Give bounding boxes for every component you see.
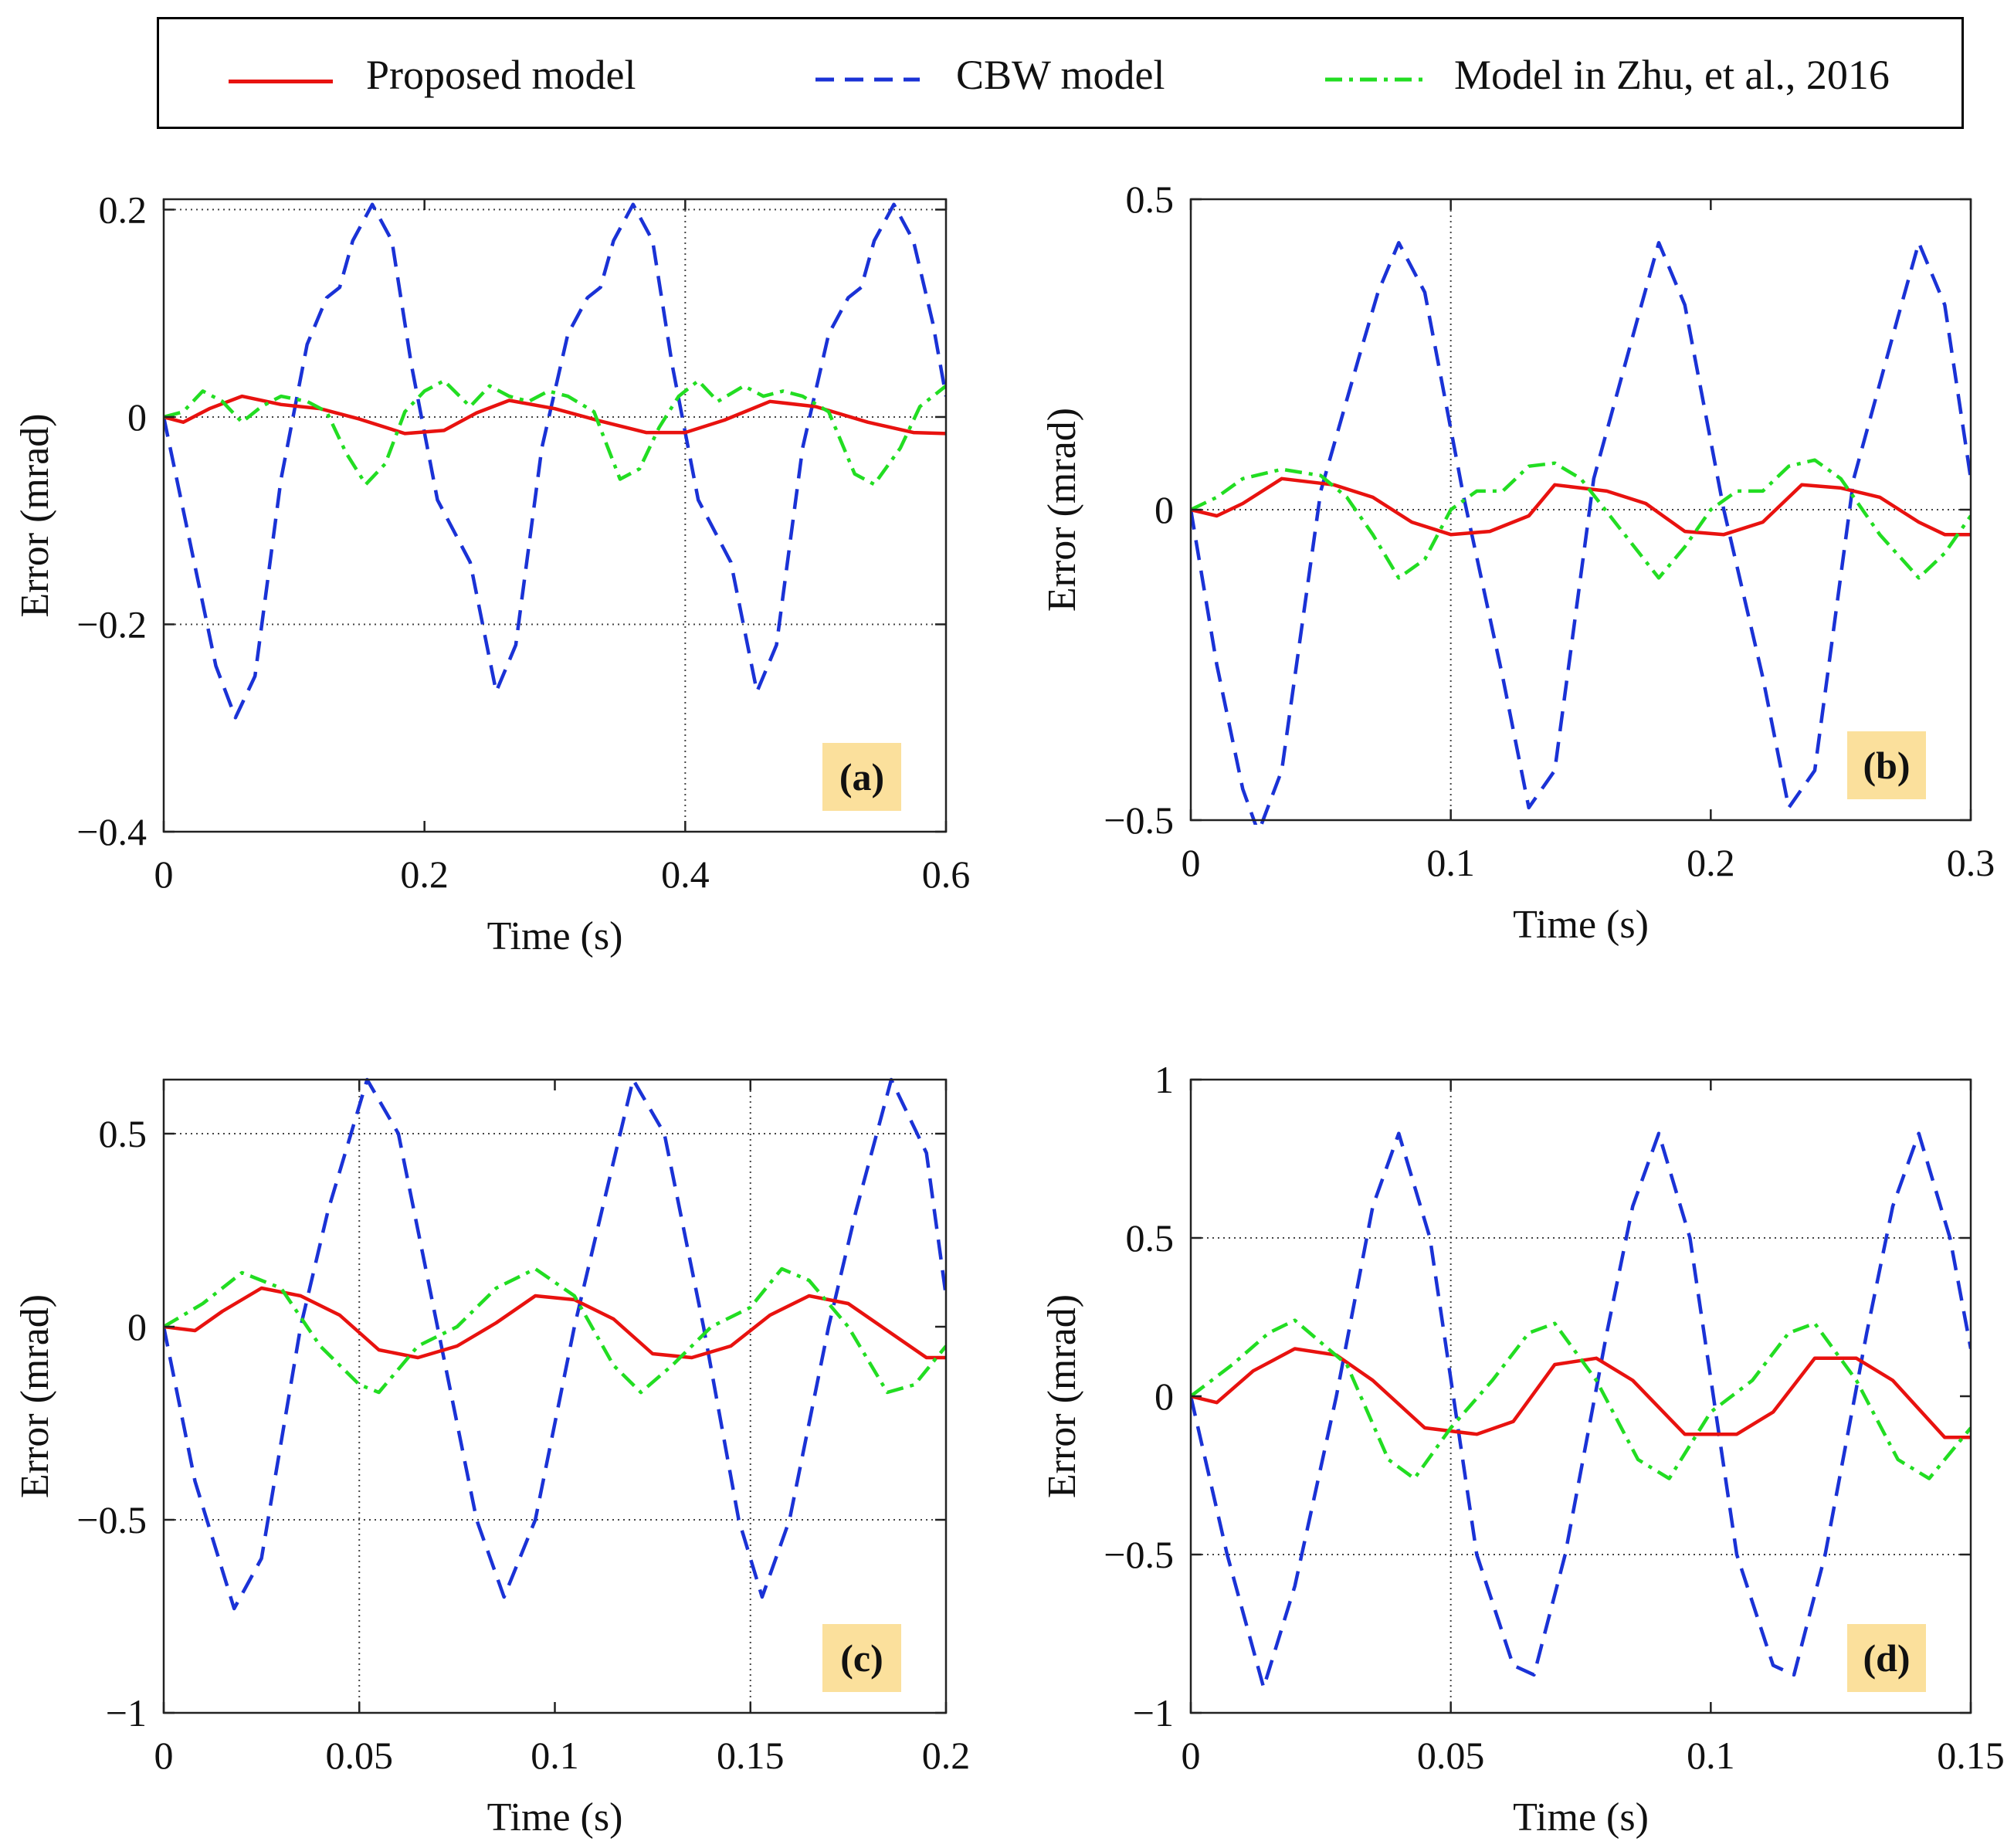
legend-label-proposed: Proposed model: [366, 52, 636, 98]
legend-label-zhu: Model in Zhu, et al., 2016: [1454, 52, 1890, 98]
legend: Proposed model CBW model Model in Zhu, e…: [157, 17, 1964, 129]
panel-badge: [1847, 1624, 1926, 1692]
x-axis-label: Time (s): [1513, 1795, 1649, 1840]
chart-panel-d: 0 0.05 0.1 0.15 −1 −0.5 0 0.5 1 Time (s) Error (mr…: [1040, 1058, 2005, 1840]
panel-badge: [822, 1624, 901, 1692]
chart-panel-c: 0 0.05 0.1 0.15 0.2 −1 −0.5 0 0.5 Time (s) Error (…: [13, 1077, 971, 1840]
plot-area: [164, 1077, 946, 1611]
y-tick-label: −1: [1133, 1691, 1174, 1734]
y-axis-label: Error (mrad): [13, 413, 57, 617]
series-line-0: [1191, 1131, 1971, 1690]
series-line-2: [1191, 1318, 1971, 1480]
series-line-2: [1191, 458, 1971, 580]
plot-area: [1191, 241, 1971, 825]
x-tick-label: 0: [1182, 1734, 1201, 1777]
legend-swatch-proposed: [229, 80, 333, 83]
x-axis-label: Time (s): [1513, 903, 1649, 947]
x-axis-label: Time (s): [487, 914, 623, 958]
legend-swatch-cbw: [815, 77, 920, 82]
panel-badge: [822, 743, 901, 811]
panel-label: (c): [840, 1636, 883, 1680]
y-tick-label: 0.5: [99, 1112, 147, 1155]
panel-label: (a): [839, 755, 884, 799]
x-tick-label: 0.05: [1417, 1734, 1485, 1777]
x-tick-label: 0.05: [326, 1734, 394, 1777]
y-tick-label: 0.5: [1126, 178, 1175, 221]
x-tick-label: 0: [154, 853, 174, 896]
y-axis-label: Error (mrad): [1040, 408, 1084, 612]
series-line-1: [1191, 476, 1971, 537]
y-axis-label: Error (mrad): [1040, 1294, 1084, 1498]
legend-label-cbw: CBW model: [956, 52, 1165, 98]
series-line-1: [164, 394, 946, 436]
y-tick-label: −0.5: [76, 1498, 147, 1541]
y-tick-label: 0.5: [1126, 1216, 1175, 1260]
chart-panel-a: 0 0.2 0.4 0.6 −0.4 −0.2 0 0.2 Time (s) Error (mra…: [13, 188, 971, 958]
x-tick-label: 0.2: [922, 1734, 971, 1777]
series-line-0: [164, 202, 946, 720]
panel-badge: [1847, 731, 1926, 799]
y-tick-label: −1: [106, 1691, 147, 1734]
series-line-2: [164, 1266, 946, 1395]
x-tick-label: 0.15: [1937, 1734, 2005, 1777]
x-tick-label: 0.1: [531, 1734, 579, 1777]
plot-area: [1191, 1131, 1971, 1690]
x-tick-label: 0.1: [1426, 841, 1475, 884]
x-tick-label: 0.6: [922, 853, 971, 896]
series-line-1: [1191, 1347, 1971, 1439]
x-axis-label: Time (s): [487, 1795, 623, 1840]
axes-frame: [162, 198, 948, 833]
y-tick-label: 1: [1154, 1058, 1174, 1101]
plot-area: [164, 202, 946, 720]
y-tick-label: 0: [127, 395, 147, 439]
x-tick-label: 0.3: [1947, 841, 1995, 884]
series-line-0: [164, 1077, 946, 1611]
y-tick-label: 0: [1154, 1375, 1174, 1418]
legend-swatch-zhu: [1325, 77, 1429, 82]
x-tick-label: 0.4: [661, 853, 710, 896]
x-tick-label: 0.15: [717, 1734, 785, 1777]
series-line-2: [164, 378, 946, 487]
x-tick-label: 0.1: [1687, 1734, 1735, 1777]
panel-label: (b): [1863, 744, 1910, 787]
x-tick-label: 0.2: [400, 853, 449, 896]
series-line-1: [164, 1286, 946, 1360]
y-tick-label: 0.2: [99, 188, 147, 231]
y-tick-label: −0.5: [1104, 1533, 1174, 1576]
y-tick-label: −0.2: [76, 602, 147, 646]
x-tick-label: 0.2: [1687, 841, 1735, 884]
y-tick-label: −0.5: [1104, 799, 1174, 842]
x-tick-label: 0: [1182, 841, 1201, 884]
axes-frame: [162, 1078, 948, 1714]
x-tick-label: 0: [154, 1734, 174, 1777]
y-tick-label: 0: [127, 1305, 147, 1348]
y-tick-label: −0.4: [76, 810, 147, 853]
y-tick-label: 0: [1154, 488, 1174, 531]
panel-label: (d): [1863, 1636, 1910, 1680]
y-axis-label: Error (mrad): [13, 1294, 57, 1498]
